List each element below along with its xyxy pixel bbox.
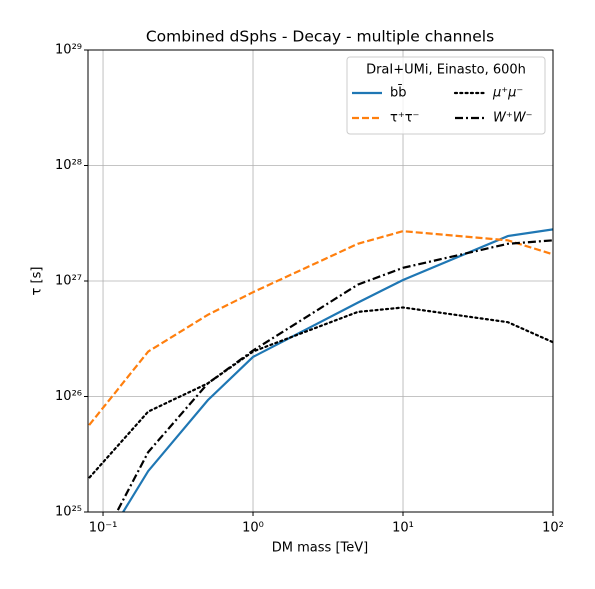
chart-title: Combined dSphs - Decay - multiple channe… — [146, 28, 494, 46]
x-tick-label: 10² — [542, 521, 564, 536]
series-line — [88, 306, 553, 481]
y-tick-label: 10²⁹ — [55, 43, 82, 58]
y-tick-label: 10²⁸ — [55, 158, 82, 173]
x-tick-label: 10⁻¹ — [89, 521, 118, 536]
legend-title: DraI+UMi, Einasto, 600h — [366, 63, 526, 78]
y-tick-label: 10²⁵ — [55, 505, 82, 520]
series-line — [115, 239, 553, 512]
legend-label: τ⁺τ⁻ — [390, 111, 419, 126]
x-tick-label: 10⁰ — [242, 521, 264, 536]
series-line — [88, 230, 553, 429]
legend-box — [346, 56, 546, 135]
x-axis-label: DM mass [TeV] — [272, 541, 368, 556]
series-line — [121, 228, 553, 512]
y-tick-label: 10²⁷ — [55, 274, 82, 289]
plot-lines — [88, 228, 553, 512]
y-axis-label: τ [s] — [30, 267, 45, 296]
legend-label: μ⁺μ⁻ — [492, 86, 523, 101]
legend-label: W⁺W⁻ — [493, 111, 532, 126]
y-tick-label: 10²⁶ — [55, 389, 82, 404]
plot-frame — [87, 49, 554, 513]
legend-label: bb̄ — [390, 85, 407, 100]
x-tick-label: 10¹ — [392, 521, 414, 536]
